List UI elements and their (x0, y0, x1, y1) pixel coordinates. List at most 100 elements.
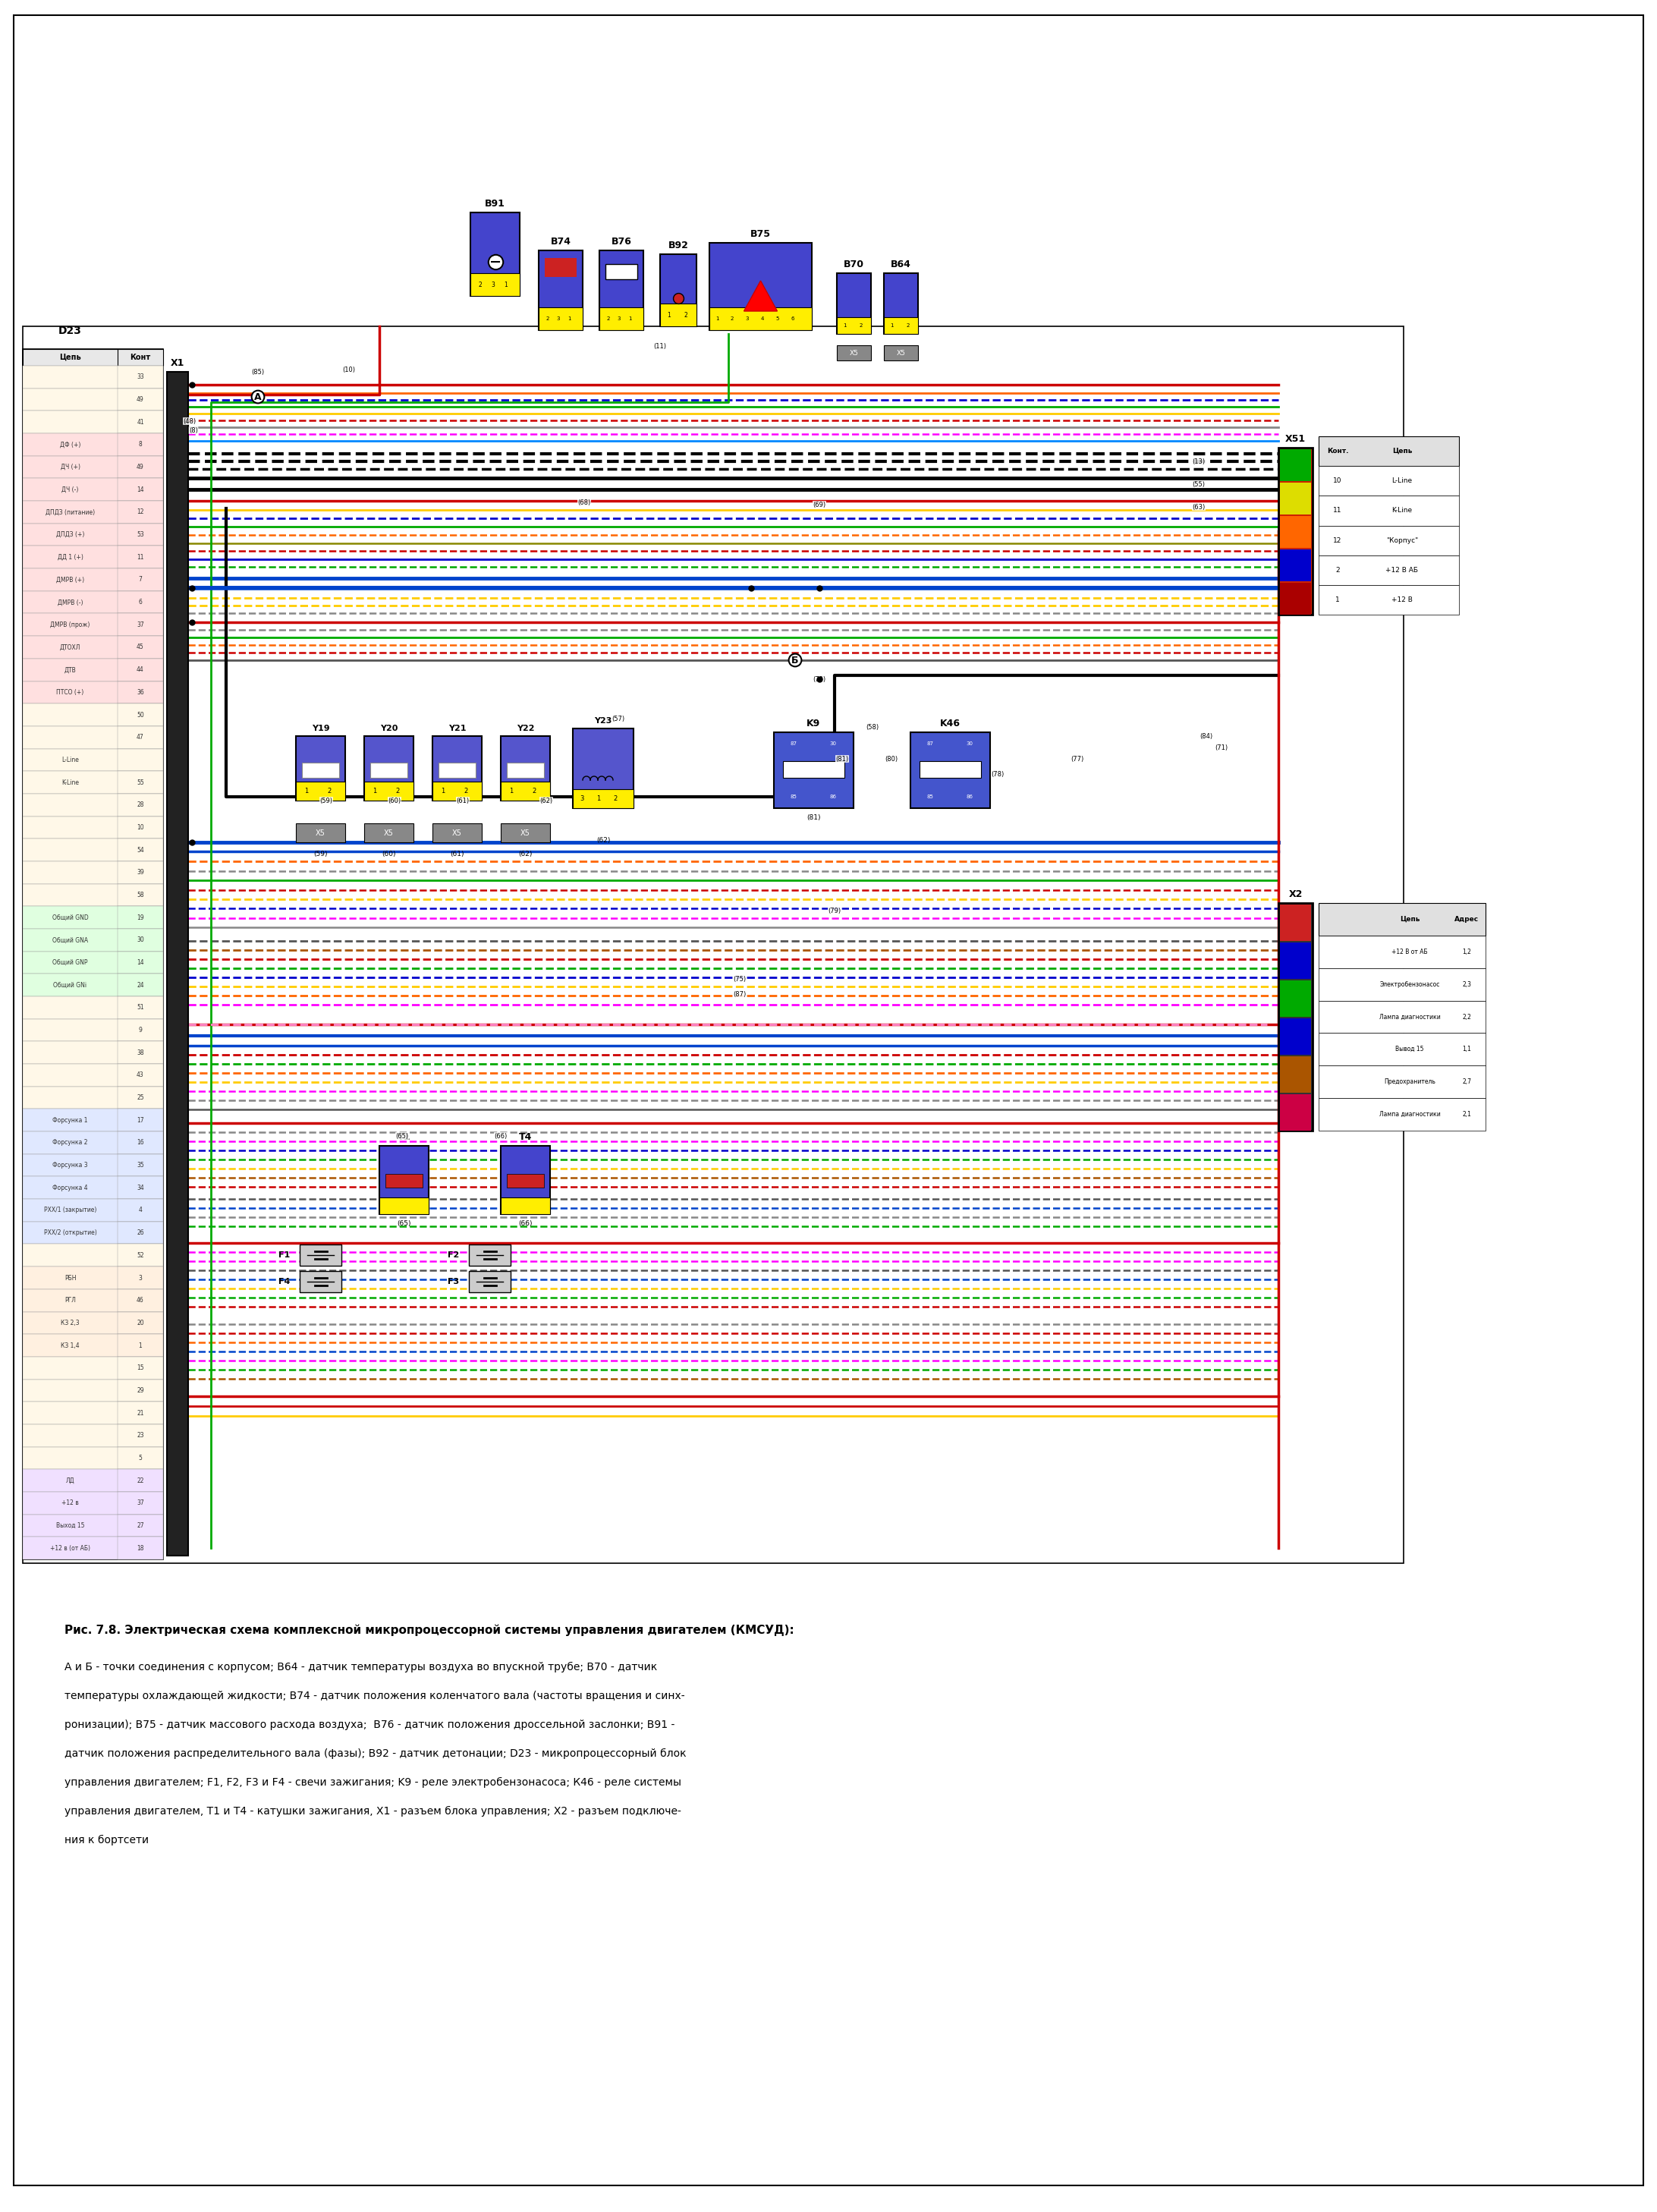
Text: 2: 2 (731, 316, 734, 321)
Text: 2: 2 (396, 787, 399, 794)
Text: T4: T4 (519, 1133, 532, 1141)
Bar (1319, 467, 1458, 495)
Text: (85): (85) (252, 369, 265, 376)
Bar (118, 1356, 162, 1380)
Bar (23, 1177, 162, 1199)
Bar (23, 907, 162, 929)
Bar (118, 1155, 162, 1177)
Text: 1,1: 1,1 (1461, 1046, 1471, 1053)
Bar (23, 1133, 162, 1155)
Bar (709, 307, 812, 330)
Bar (300, 1272, 341, 1292)
Bar (432, 781, 482, 801)
Bar (1319, 1097, 1486, 1130)
Bar (920, 761, 981, 779)
Text: 45: 45 (136, 644, 144, 650)
Bar (118, 500, 162, 524)
Text: F1: F1 (278, 1252, 290, 1259)
Text: (60): (60) (381, 849, 396, 856)
Text: Y22: Y22 (517, 726, 534, 732)
Text: Форсунка 1: Форсунка 1 (53, 1117, 88, 1124)
Bar (23, 1402, 162, 1425)
Text: 4: 4 (139, 1208, 143, 1214)
Text: 7: 7 (139, 577, 143, 584)
Bar (600, 307, 643, 330)
Text: 2: 2 (532, 787, 537, 794)
Text: 52: 52 (138, 1252, 144, 1259)
Bar (118, 524, 162, 546)
Bar (23, 1491, 162, 1515)
Bar (500, 1197, 550, 1214)
Bar (23, 327, 1403, 1564)
Bar (600, 250, 643, 330)
Bar (118, 389, 162, 411)
Bar (23, 1447, 162, 1469)
Text: (84): (84) (1200, 732, 1213, 739)
Text: 37: 37 (136, 1500, 144, 1506)
Bar (167, 372, 189, 1555)
Bar (297, 737, 345, 801)
Bar (118, 546, 162, 568)
Text: 39: 39 (136, 869, 144, 876)
Bar (573, 790, 633, 807)
Text: ДПДЗ (+): ДПДЗ (+) (56, 531, 85, 538)
Text: 47: 47 (136, 734, 144, 741)
Text: Электробензонасос: Электробензонасос (1380, 980, 1440, 989)
Text: 14: 14 (138, 960, 144, 967)
Bar (1279, 905, 1311, 940)
Text: 17: 17 (138, 1117, 144, 1124)
Text: (79): (79) (828, 907, 842, 914)
Bar (1279, 582, 1311, 615)
Bar (23, 703, 162, 726)
Bar (1319, 1000, 1486, 1033)
Text: 5: 5 (775, 316, 779, 321)
Bar (118, 434, 162, 456)
Bar (432, 737, 482, 801)
Text: температуры охлаждающей жидкости; В74 - датчик положения коленчатого вала (часто: температуры охлаждающей жидкости; В74 - … (65, 1690, 684, 1701)
Text: 11: 11 (138, 553, 144, 560)
Text: КЗ 1,4: КЗ 1,4 (61, 1343, 80, 1349)
Text: 30: 30 (136, 936, 144, 945)
Text: 3: 3 (492, 281, 495, 288)
Text: B75: B75 (751, 230, 771, 239)
Text: 38: 38 (138, 1048, 144, 1055)
Text: (63): (63) (1191, 504, 1205, 511)
Text: 3: 3 (618, 316, 621, 321)
Bar (23, 1086, 162, 1108)
Text: (68): (68) (578, 500, 592, 507)
Text: 54: 54 (136, 847, 144, 854)
Text: 2: 2 (464, 787, 467, 794)
Text: управления двигателем, Т1 и Т4 - катушки зажигания, Х1 - разъем блока управления: управления двигателем, Т1 и Т4 - катушки… (65, 1805, 681, 1816)
Bar (365, 823, 414, 843)
Bar (469, 1245, 510, 1265)
Bar (659, 254, 696, 327)
Text: 16: 16 (138, 1139, 144, 1146)
Text: 10: 10 (1334, 478, 1342, 484)
Text: 3: 3 (557, 316, 560, 321)
Bar (23, 411, 162, 434)
Text: 34: 34 (136, 1183, 144, 1192)
Bar (837, 272, 872, 334)
Text: 1: 1 (597, 796, 600, 803)
Bar (23, 929, 162, 951)
Bar (118, 838, 162, 860)
Bar (118, 1243, 162, 1267)
Bar (1279, 980, 1311, 1018)
Bar (118, 1267, 162, 1290)
Bar (471, 272, 520, 296)
Bar (379, 1197, 429, 1214)
Text: 21: 21 (138, 1409, 144, 1416)
Bar (469, 1272, 510, 1292)
Text: 2: 2 (479, 281, 482, 288)
Text: (77): (77) (1070, 757, 1084, 763)
Bar (23, 591, 162, 613)
Bar (23, 1380, 162, 1402)
Bar (23, 637, 162, 659)
Text: (81): (81) (807, 814, 820, 821)
Bar (23, 1334, 162, 1356)
Text: D23: D23 (58, 325, 81, 336)
Text: (10): (10) (343, 367, 356, 374)
Bar (118, 703, 162, 726)
Bar (118, 1402, 162, 1425)
Bar (118, 1469, 162, 1491)
